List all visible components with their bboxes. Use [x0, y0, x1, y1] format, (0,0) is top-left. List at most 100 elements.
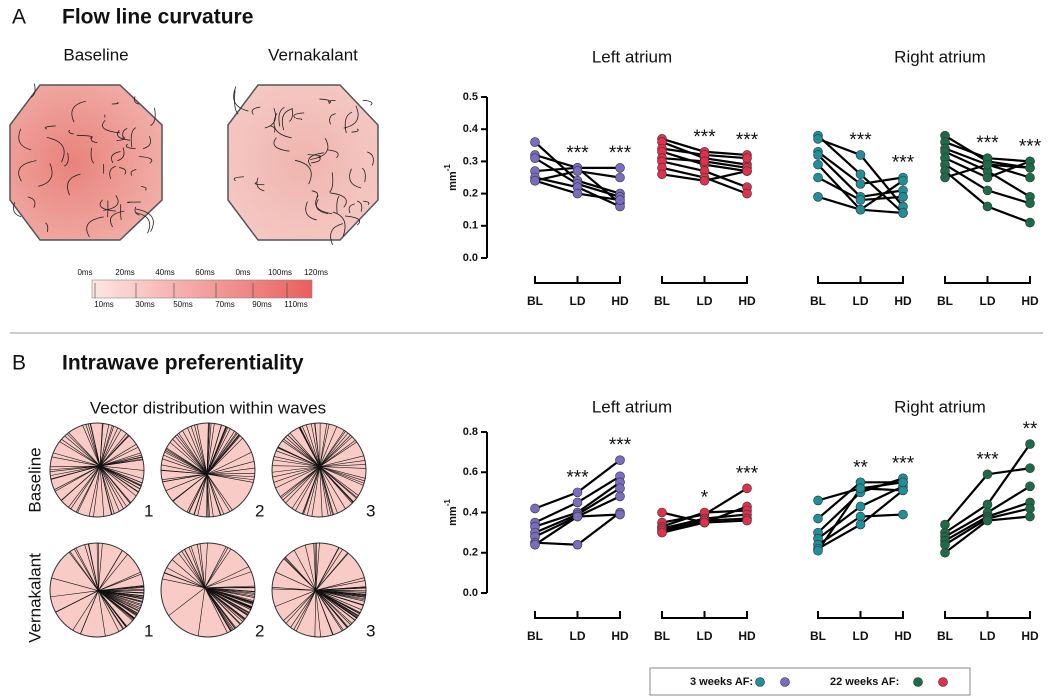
significance: *** [1019, 136, 1042, 157]
data-point [1026, 464, 1035, 473]
circle-number: 1 [144, 621, 153, 640]
x-tick-label: LD [980, 294, 996, 308]
data-point [573, 498, 582, 507]
x-tick-label: HD [738, 629, 756, 643]
y-tick-label: 0.3 [463, 155, 478, 167]
data-point [531, 154, 540, 163]
x-tick-label: HD [1021, 629, 1039, 643]
colorbar-label: 0ms [77, 268, 92, 277]
data-point [814, 546, 823, 555]
significance: *** [736, 130, 759, 151]
category-bracket [662, 276, 747, 283]
colorbar-label: 110ms [284, 300, 307, 309]
data-point [814, 134, 823, 143]
chart-title: Left atrium [592, 397, 672, 416]
data-point [814, 514, 823, 523]
y-axis-label-sup: -1 [443, 499, 452, 507]
data-point [700, 518, 709, 527]
x-tick-label: BL [810, 629, 826, 643]
data-point [983, 470, 992, 479]
x-tick-label: HD [611, 294, 629, 308]
data-point [700, 176, 709, 185]
map-image [10, 85, 162, 240]
data-point [856, 520, 865, 529]
circle-number: 1 [144, 501, 153, 520]
colorbar-label: 50ms [173, 300, 193, 309]
panel-subtitle: Vector distribution within waves [90, 398, 326, 417]
colorbar-label: 100ms [268, 268, 292, 277]
colorbar-label: 20ms [115, 268, 135, 277]
data-point [1026, 482, 1035, 491]
colorbar-label: 40ms [155, 268, 175, 277]
chart-title: Right atrium [894, 397, 986, 416]
data-point [1026, 173, 1035, 182]
data-point [941, 548, 950, 557]
data-point [1026, 218, 1035, 227]
data-point [1026, 440, 1035, 449]
y-axis-label-sup: -1 [443, 164, 452, 172]
flow-line [363, 100, 372, 105]
data-point [616, 510, 625, 519]
panel-title: Intrawave preferentiality [62, 352, 304, 375]
vector-circles: 123123 [50, 423, 375, 640]
colorbar [92, 280, 312, 298]
y-axis-label-unit: mm [447, 171, 459, 191]
data-point [743, 154, 752, 163]
x-tick-label: LD [570, 629, 586, 643]
data-point [1026, 199, 1035, 208]
panel-letter: B [12, 352, 26, 375]
data-point [983, 202, 992, 211]
circle-number: 3 [366, 621, 375, 640]
significance: *** [609, 435, 632, 456]
legend-swatch [756, 678, 765, 687]
data-point [573, 189, 582, 198]
data-point [899, 510, 908, 519]
significance: *** [609, 143, 632, 164]
y-tick-label: 0.1 [463, 220, 478, 232]
data-point [658, 508, 667, 517]
legend-swatch [781, 678, 790, 687]
data-point [1026, 163, 1035, 172]
x-tick-label: LD [697, 629, 713, 643]
data-point [856, 179, 865, 188]
y-tick-label: 0.2 [463, 547, 478, 559]
data-point [856, 170, 865, 179]
data-point [658, 528, 667, 537]
significance: *** [736, 463, 759, 484]
data-point [616, 484, 625, 493]
data-point [616, 163, 625, 172]
colorbar-label: 10ms [94, 300, 114, 309]
data-point [983, 160, 992, 169]
y-tick-label: 0.6 [463, 466, 478, 478]
significance: *** [566, 467, 589, 488]
chart-title: Left atrium [592, 47, 672, 66]
colorbar-label: 120ms [304, 268, 328, 277]
y-tick-label: 0.0 [463, 587, 478, 599]
data-point [814, 150, 823, 159]
data-point [616, 196, 625, 205]
data-point [573, 540, 582, 549]
x-tick-label: BL [654, 629, 670, 643]
significance: ** [1023, 419, 1038, 440]
x-tick-label: HD [894, 629, 912, 643]
legend-label: 22 weeks AF: [830, 676, 899, 688]
y-tick-label: 0.5 [463, 91, 478, 103]
significance: *** [849, 130, 872, 151]
colorbar-label: 60ms [195, 268, 215, 277]
x-tick-label: HD [1021, 294, 1039, 308]
data-point [743, 189, 752, 198]
x-tick-label: BL [527, 629, 543, 643]
data-point [983, 500, 992, 509]
data-point [814, 192, 823, 201]
data-point [899, 486, 908, 495]
data-point [573, 512, 582, 521]
significance: *** [566, 143, 589, 164]
data-point [531, 138, 540, 147]
significance: * [701, 488, 709, 509]
panel-title: Flow line curvature [62, 6, 253, 29]
x-tick-label: LD [853, 629, 869, 643]
y-tick-label: 0.4 [463, 123, 479, 135]
y-axis-label: mm-1 [443, 499, 459, 526]
data-point [616, 456, 625, 465]
data-point [899, 192, 908, 201]
